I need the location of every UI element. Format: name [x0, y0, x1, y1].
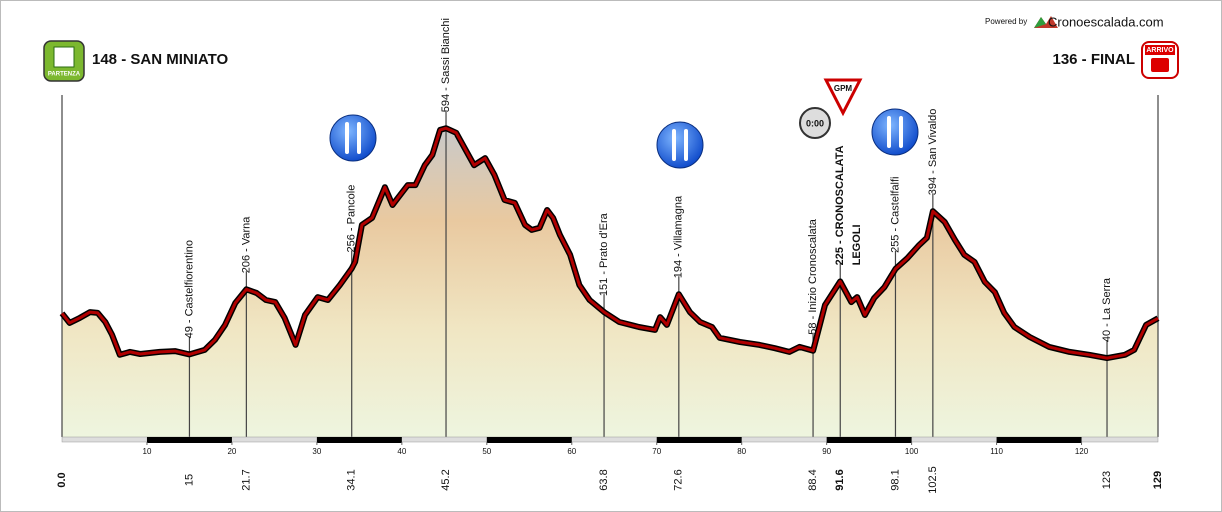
waypoint-label: 594 - Sassi Bianchi [440, 18, 452, 112]
start-badge: PARTENZA [48, 72, 81, 78]
waypoint-label: 49 - Castelfiorentino [183, 240, 195, 338]
axis-segment [486, 437, 572, 443]
waypoint-label: 194 - Villamagna [673, 195, 685, 278]
x-tick-label: 40 [397, 447, 406, 456]
x-tick-label: 120 [1075, 447, 1089, 456]
gpm-badge: GPM [834, 84, 853, 93]
start-flag [53, 46, 75, 68]
waypoint-km: 15 [183, 474, 195, 486]
x-tick-label: 70 [652, 447, 661, 456]
x-tick-label: 90 [822, 447, 831, 456]
restaurant-icon [656, 121, 704, 169]
x-tick-label: 110 [990, 447, 1003, 456]
x-tick-label: 20 [227, 447, 236, 456]
waypoint-km: 34.1 [346, 469, 358, 490]
finish-banner [1145, 45, 1175, 55]
finish-title: 136 - FINAL [1052, 51, 1135, 68]
x-tick-label: 60 [567, 447, 576, 456]
powered-by: Powered by [985, 17, 1027, 26]
restaurant-icon [329, 114, 377, 162]
axis-segment [826, 437, 912, 443]
waypoint-km: 123 [1101, 471, 1113, 489]
waypoint-km: 91.6 [834, 469, 846, 490]
waypoint-label: 256 - Pancole [346, 185, 358, 253]
start-title: 148 - SAN MINIATO [92, 51, 228, 68]
brand-name: Cronoescalada.com [1048, 14, 1164, 29]
waypoint-km: 98.1 [889, 469, 901, 490]
waypoint-km: 0.0 [56, 472, 68, 487]
axis-segment [996, 437, 1082, 443]
axis-segment [316, 437, 402, 443]
x-tick-label: 10 [143, 447, 152, 456]
waypoint-km: 129 [1152, 471, 1164, 489]
waypoint-km: 88.4 [807, 469, 819, 490]
profile-line [60, 126, 1159, 360]
gpm-icon [823, 78, 863, 117]
x-tick-label: 80 [737, 447, 746, 456]
brand-logo-part [1034, 17, 1046, 28]
axis-strip [61, 436, 1159, 443]
waypoint-label: 255 - Castelfalfi [889, 176, 901, 252]
waypoint-label: 394 - San Vivaldo [927, 109, 939, 196]
profile-area [62, 128, 1158, 437]
x-tick-label: 100 [905, 447, 919, 456]
restaurant-icons [329, 108, 919, 169]
waypoint-km: 21.7 [240, 469, 252, 490]
cutlery [672, 129, 688, 161]
cutlery [887, 116, 903, 148]
climb-name: LEGOLI [851, 224, 863, 265]
waypoint-km: 102.5 [927, 466, 939, 494]
waypoint-label: 206 - Varna [240, 216, 252, 274]
waypoint-label: 58 - Inizio Cronoscalata [807, 218, 819, 334]
finish-badge: ARRIVO [1146, 47, 1174, 54]
x-tick-label: 50 [482, 447, 491, 456]
restaurant-icon [871, 108, 919, 156]
waypoint-km: 45.2 [440, 469, 452, 490]
axis-segment [656, 437, 742, 443]
x-tick-label: 30 [312, 447, 321, 456]
waypoint-label: 151 - Prato d'Era [598, 212, 610, 296]
cutlery [345, 122, 361, 154]
waypoint-km: 72.6 [673, 469, 685, 490]
timer-badge: 0:00 [806, 118, 824, 128]
axis-segment [146, 437, 232, 443]
waypoint-label: 225 - CRONOSCALATA [834, 145, 846, 265]
finish-mark [1151, 58, 1169, 72]
timer-icon [799, 107, 831, 139]
waypoint-km: 63.8 [598, 469, 610, 490]
waypoint-label: 40 - La Serra [1101, 277, 1113, 342]
